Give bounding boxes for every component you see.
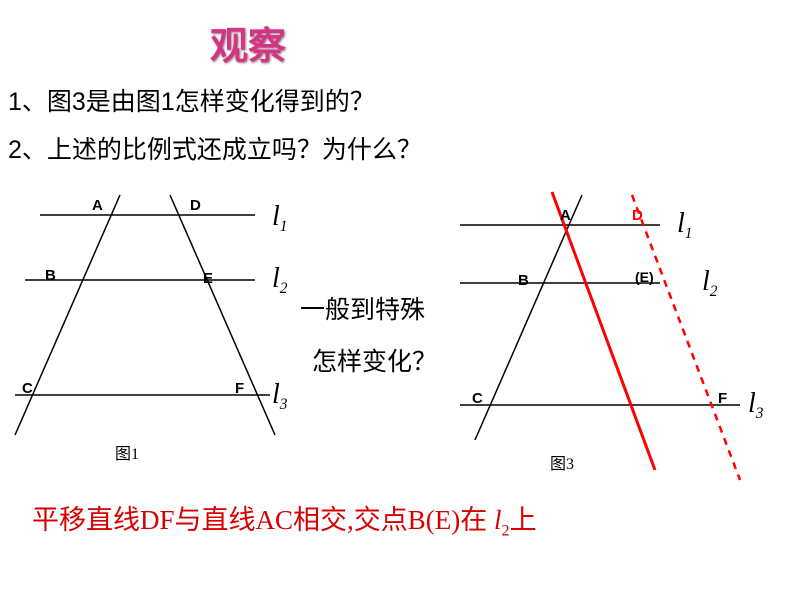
svg-text:l3: l3 — [272, 379, 288, 413]
svg-text:D: D — [632, 207, 643, 224]
svg-text:A: A — [560, 207, 571, 224]
conclusion-part-0: 平移直线DF与直线AC相交,交点B(E)在 — [32, 505, 494, 535]
svg-text:B: B — [45, 267, 56, 284]
conclusion-part-1: l — [494, 505, 502, 535]
svg-text:l2: l2 — [272, 263, 288, 297]
svg-text:B: B — [518, 272, 529, 289]
question-2: 2、上述的比例式还成立吗？为什么？ — [8, 130, 422, 166]
svg-text:l2: l2 — [702, 266, 718, 300]
conclusion-part-2: 2 — [502, 521, 510, 539]
svg-text:(E): (E) — [635, 269, 654, 285]
question-1: 1、图3是由图1怎样变化得到的？ — [8, 82, 375, 118]
figure-3: A D B (E) C Fl1 l2 l3 — [440, 190, 770, 490]
svg-text:l1: l1 — [677, 208, 692, 242]
conclusion-text: 平移直线DF与直线AC相交,交点B(E)在 l2上 — [32, 498, 537, 540]
svg-text:E: E — [203, 270, 213, 287]
figure-1: A D B E C Fl1 l2 l3 — [10, 185, 310, 445]
svg-text:C: C — [472, 390, 483, 407]
page-title: 观察 — [210, 15, 286, 70]
middle-text-2: 怎样变化？ — [312, 342, 437, 378]
svg-text:A: A — [92, 197, 103, 214]
svg-text:F: F — [718, 390, 727, 407]
svg-text:F: F — [235, 380, 244, 397]
svg-text:l1: l1 — [272, 201, 287, 235]
svg-text:C: C — [22, 380, 33, 397]
conclusion-part-3: 上 — [510, 505, 537, 535]
middle-text-1: 一般到特殊 — [300, 290, 425, 326]
svg-text:l3: l3 — [748, 388, 764, 422]
svg-text:D: D — [190, 197, 201, 214]
